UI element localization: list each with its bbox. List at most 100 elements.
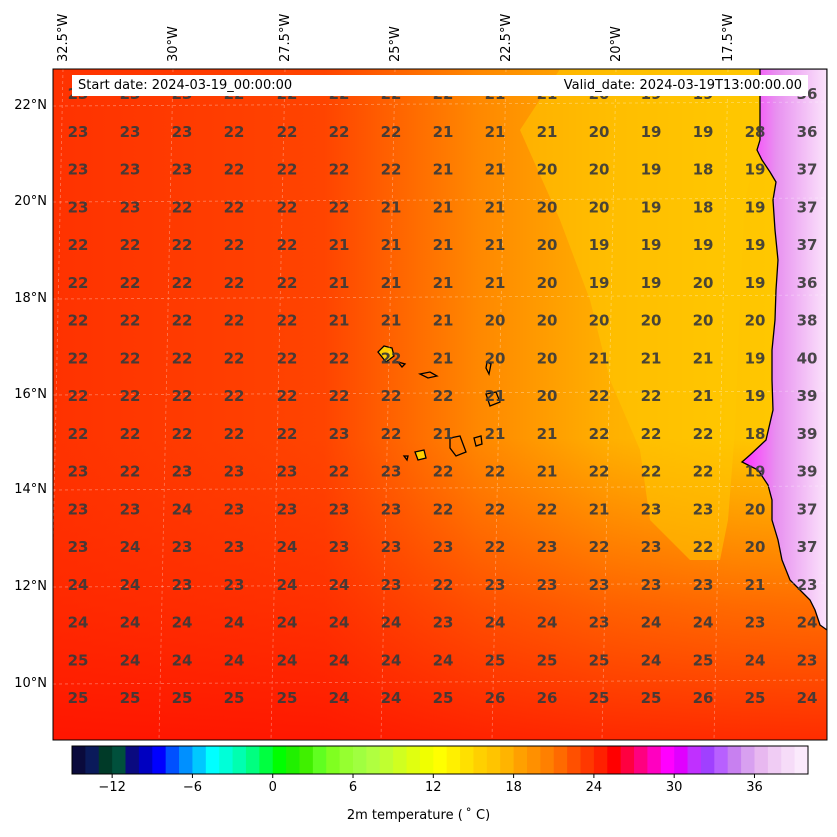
temperature-value: 22 xyxy=(693,463,714,481)
temperature-value: 23 xyxy=(589,576,610,594)
temperature-value: 25 xyxy=(693,651,714,669)
temperature-value: 21 xyxy=(329,312,350,330)
temperature-value: 21 xyxy=(485,425,506,443)
temperature-value: 22 xyxy=(68,425,89,443)
temperature-value: 23 xyxy=(641,576,662,594)
temperature-value: 22 xyxy=(120,463,141,481)
temperature-value: 22 xyxy=(68,312,89,330)
temperature-value: 20 xyxy=(537,349,558,367)
temperature-value: 26 xyxy=(485,689,506,707)
colorbar-segment xyxy=(754,746,769,774)
colorbar-segment xyxy=(553,746,568,774)
island-sao-vicente xyxy=(396,360,407,368)
temperature-value: 19 xyxy=(693,236,714,254)
colorbar-tick-label: 6 xyxy=(348,780,358,795)
temperature-value: 18 xyxy=(693,198,714,216)
temperature-value: 24 xyxy=(277,576,298,594)
colorbar-segment xyxy=(232,746,247,774)
colorbar-segment xyxy=(152,746,167,774)
temperature-value: 24 xyxy=(172,614,193,632)
temperature-value: 21 xyxy=(589,500,610,518)
temperature-value: 23 xyxy=(693,500,714,518)
temperature-value: 22 xyxy=(277,425,298,443)
temperature-value: 37 xyxy=(797,161,818,179)
temperature-value: 21 xyxy=(329,274,350,292)
temperature-value: 20 xyxy=(693,274,714,292)
colorbar-segment xyxy=(272,746,287,774)
temperature-value: 36 xyxy=(797,123,818,141)
temperature-value: 20 xyxy=(745,312,766,330)
colorbar-segment xyxy=(567,746,582,774)
temperature-value: 24 xyxy=(120,538,141,556)
island-boa-vista xyxy=(485,391,501,407)
lon-tick-label: 22.5°W xyxy=(499,13,514,62)
temperature-value: 22 xyxy=(172,274,193,292)
temperature-value: 21 xyxy=(537,463,558,481)
temperature-value: 37 xyxy=(797,198,818,216)
island-brava xyxy=(402,455,409,462)
temperature-value: 20 xyxy=(589,161,610,179)
lon-tick-label: 32.5°W xyxy=(56,13,71,62)
temperature-value: 22 xyxy=(277,312,298,330)
temperature-value: 22 xyxy=(433,500,454,518)
temperature-value: 22 xyxy=(172,425,193,443)
temperature-value: 19 xyxy=(745,274,766,292)
lat-tick-label: 18°N xyxy=(14,291,47,306)
colorbar-segment xyxy=(379,746,394,774)
temperature-value: 21 xyxy=(329,236,350,254)
colorbar-segment xyxy=(179,746,194,774)
temperature-value: 22 xyxy=(224,161,245,179)
temperature-value: 25 xyxy=(120,689,141,707)
colorbar-segment xyxy=(259,746,274,774)
temperature-value: 22 xyxy=(537,500,558,518)
island-maio xyxy=(473,435,483,447)
temperature-value: 24 xyxy=(485,614,506,632)
gridlines xyxy=(53,69,827,740)
colorbar-segment xyxy=(446,746,461,774)
temperature-value: 25 xyxy=(68,651,89,669)
temperature-value: 21 xyxy=(485,123,506,141)
temperature-value: 23 xyxy=(329,500,350,518)
temperature-value: 22 xyxy=(329,387,350,405)
colorbar-segment xyxy=(72,746,86,774)
temperature-value: 22 xyxy=(329,198,350,216)
temperature-value: 22 xyxy=(120,312,141,330)
temperature-value: 24 xyxy=(797,614,818,632)
temperature-value: 23 xyxy=(693,576,714,594)
temperature-value: 23 xyxy=(641,538,662,556)
temperature-value: 26 xyxy=(693,689,714,707)
colorbar-tick-label: 24 xyxy=(585,780,603,795)
temperature-value: 22 xyxy=(381,161,402,179)
island-santo-antao xyxy=(377,345,395,363)
temperature-value: 23 xyxy=(224,500,245,518)
meridian-line xyxy=(380,69,396,740)
temperature-value: 24 xyxy=(68,576,89,594)
lon-tick-label: 27.5°W xyxy=(278,13,293,62)
temperature-value: 19 xyxy=(641,236,662,254)
temperature-value: 22 xyxy=(277,236,298,254)
temperature-value: 22 xyxy=(329,123,350,141)
colorbar-segment xyxy=(419,746,434,774)
temperature-value: 22 xyxy=(277,123,298,141)
temperature-value: 24 xyxy=(537,614,558,632)
temperature-value: 24 xyxy=(329,651,350,669)
temperature-value: 24 xyxy=(693,614,714,632)
temperature-value: 19 xyxy=(693,123,714,141)
temperature-value: 21 xyxy=(485,387,506,405)
colorbar-segment xyxy=(339,746,354,774)
map-frame xyxy=(52,68,828,741)
temperature-value: 23 xyxy=(120,500,141,518)
temperature-value: 20 xyxy=(537,387,558,405)
meridian-line xyxy=(158,69,174,740)
temperature-value: 23 xyxy=(68,123,89,141)
colorbar-segment xyxy=(112,746,127,774)
colorbar-segment xyxy=(138,746,153,774)
colorbar-tick-label: 36 xyxy=(746,780,763,795)
temperature-value: 20 xyxy=(745,538,766,556)
temperature-value: 22 xyxy=(120,274,141,292)
colorbar-segment xyxy=(353,746,367,774)
temperature-value: 22 xyxy=(224,236,245,254)
temperature-value: 22 xyxy=(641,463,662,481)
temperature-value: 22 xyxy=(641,425,662,443)
temperature-value: 22 xyxy=(381,387,402,405)
